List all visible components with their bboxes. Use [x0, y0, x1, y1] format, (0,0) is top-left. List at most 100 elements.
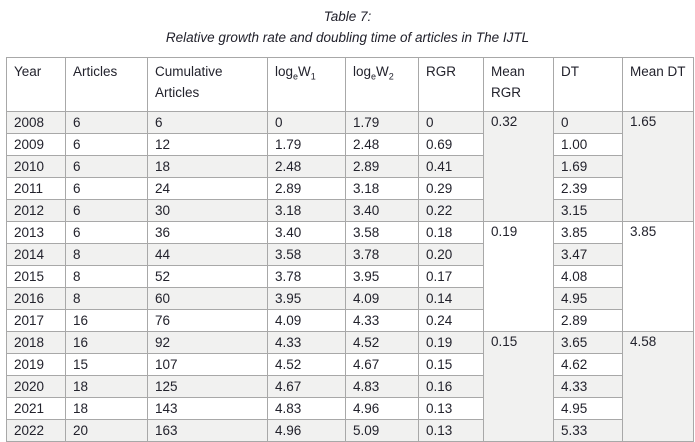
rgr-cell: 0.16 [418, 375, 484, 398]
articles-cell: 20 [65, 419, 148, 442]
year-cell: 2020 [6, 375, 66, 398]
rgr-cell: 0.69 [418, 133, 484, 156]
cumulative-cell: 44 [147, 243, 268, 266]
table-row-2017: 2017 16 76 4.09 4.33 0.24 2.89 [6, 309, 694, 332]
year-cell: 2008 [6, 111, 66, 134]
cumulative-cell: 18 [147, 155, 268, 178]
cumulative-cell: 143 [147, 397, 268, 420]
cumulative-cell: 52 [147, 265, 268, 288]
logw2-cell: 5.09 [345, 419, 419, 442]
table-row-2012: 2012 6 30 3.18 3.40 0.22 3.15 [6, 199, 694, 222]
year-cell: 2022 [6, 419, 66, 442]
logw2-cell: 3.18 [345, 177, 419, 200]
mean-dt-cell-group3: 4.58 [622, 331, 694, 442]
logw2-cell: 2.48 [345, 133, 419, 156]
logw1-cell: 3.58 [267, 243, 346, 266]
header-row: Year Articles Cumulative Articles logeW1… [6, 57, 694, 112]
logw1-cell: 1.79 [267, 133, 346, 156]
logw1-cell: 2.48 [267, 155, 346, 178]
logw1-base: W [298, 64, 311, 79]
table-row-2022: 2022 20 163 4.96 5.09 0.13 5.33 [6, 419, 694, 442]
logw1-cell: 3.18 [267, 199, 346, 222]
articles-cell: 6 [65, 155, 148, 178]
mean-dt-cell-group1: 1.65 [622, 111, 694, 222]
dt-cell: 3.47 [553, 243, 623, 266]
rgr-cell: 0.41 [418, 155, 484, 178]
articles-cell: 6 [65, 133, 148, 156]
cumulative-cell: 125 [147, 375, 268, 398]
table-row-2016: 2016 8 60 3.95 4.09 0.14 4.95 [6, 287, 694, 310]
year-cell: 2019 [6, 353, 66, 376]
rgr-cell: 0.29 [418, 177, 484, 200]
logw2-cell: 3.58 [345, 221, 419, 244]
cumulative-cell: 24 [147, 177, 268, 200]
logw1-cell: 4.67 [267, 375, 346, 398]
table-row-2020: 2020 18 125 4.67 4.83 0.16 4.33 [6, 375, 694, 398]
year-cell: 2016 [6, 287, 66, 310]
col-header-logw1: logeW1 [267, 57, 346, 112]
logw2-cell: 4.96 [345, 397, 419, 420]
mean-dt-cell-group2: 3.85 [622, 221, 694, 332]
year-cell: 2015 [6, 265, 66, 288]
dt-cell: 2.89 [553, 309, 623, 332]
table-row-2021: 2021 18 143 4.83 4.96 0.13 4.95 [6, 397, 694, 420]
mean-rgr-cell-group3: 0.15 [483, 331, 554, 442]
col-header-dt: DT [553, 57, 623, 112]
articles-cell: 6 [65, 177, 148, 200]
dt-cell: 2.39 [553, 177, 623, 200]
articles-cell: 8 [65, 243, 148, 266]
rgr-cell: 0.13 [418, 397, 484, 420]
rgr-cell: 0.24 [418, 309, 484, 332]
articles-cell: 18 [65, 397, 148, 420]
mean-rgr-cell-group2: 0.19 [483, 221, 554, 332]
articles-cell: 6 [65, 111, 148, 134]
dt-cell: 1.00 [553, 133, 623, 156]
logw1-cell: 4.52 [267, 353, 346, 376]
dt-cell: 3.65 [553, 331, 623, 354]
rgr-cell: 0.15 [418, 353, 484, 376]
logw1-sub-e: e [293, 71, 299, 82]
logw2-cell: 3.40 [345, 199, 419, 222]
logw1-sub-idx: 1 [310, 71, 316, 82]
logw1-cell: 3.78 [267, 265, 346, 288]
articles-cell: 16 [65, 331, 148, 354]
logw1-cell: 4.96 [267, 419, 346, 442]
table-row-2010: 2010 6 18 2.48 2.89 0.41 1.69 [6, 155, 694, 178]
articles-cell: 8 [65, 265, 148, 288]
logw1-cell: 0 [267, 111, 346, 134]
dt-cell: 0 [553, 111, 623, 134]
col-header-mean-rgr: Mean RGR [483, 57, 554, 112]
table-row-2009: 2009 6 12 1.79 2.48 0.69 1.00 [6, 133, 694, 156]
year-cell: 2018 [6, 331, 66, 354]
cumulative-cell: 60 [147, 287, 268, 310]
logw1-cell: 4.83 [267, 397, 346, 420]
mean-rgr-cell-group1: 0.32 [483, 111, 554, 222]
dt-cell: 4.08 [553, 265, 623, 288]
dt-cell: 3.85 [553, 221, 623, 244]
table-caption-title: Relative growth rate and doubling time o… [165, 30, 530, 45]
logw2-sub-idx: 2 [388, 71, 394, 82]
table-row-2018: 2018 16 92 4.33 4.52 0.19 0.15 3.65 4.58 [6, 331, 694, 442]
table-row-2013: 2013 6 36 3.40 3.58 0.18 0.19 3.85 3.85 [6, 221, 694, 332]
cumulative-cell: 36 [147, 221, 268, 244]
cumulative-cell: 30 [147, 199, 268, 222]
year-cell: 2014 [6, 243, 66, 266]
table-caption: Table 7: Relative growth rate and doubli… [0, 6, 695, 48]
year-cell: 2021 [6, 397, 66, 420]
year-cell: 2010 [6, 155, 66, 178]
dt-cell: 5.33 [553, 419, 623, 442]
logw1-cell: 4.09 [267, 309, 346, 332]
growth-rate-table: Year Articles Cumulative Articles logeW1… [6, 57, 694, 442]
year-cell: 2013 [6, 221, 66, 244]
cumulative-cell: 6 [147, 111, 268, 134]
articles-cell: 8 [65, 287, 148, 310]
table-row-2015: 2015 8 52 3.78 3.95 0.17 4.08 [6, 265, 694, 288]
table-row-2008: 2008 6 6 0 1.79 0 0.32 0 1.65 [6, 111, 694, 222]
year-cell: 2011 [6, 177, 66, 200]
cumulative-cell: 92 [147, 331, 268, 354]
col-header-cumulative-articles: Cumulative Articles [147, 57, 268, 112]
year-cell: 2017 [6, 309, 66, 332]
table-row-2019: 2019 15 107 4.52 4.67 0.15 4.62 [6, 353, 694, 376]
col-header-mean-dt: Mean DT [622, 57, 694, 112]
logw1-cell: 3.95 [267, 287, 346, 310]
